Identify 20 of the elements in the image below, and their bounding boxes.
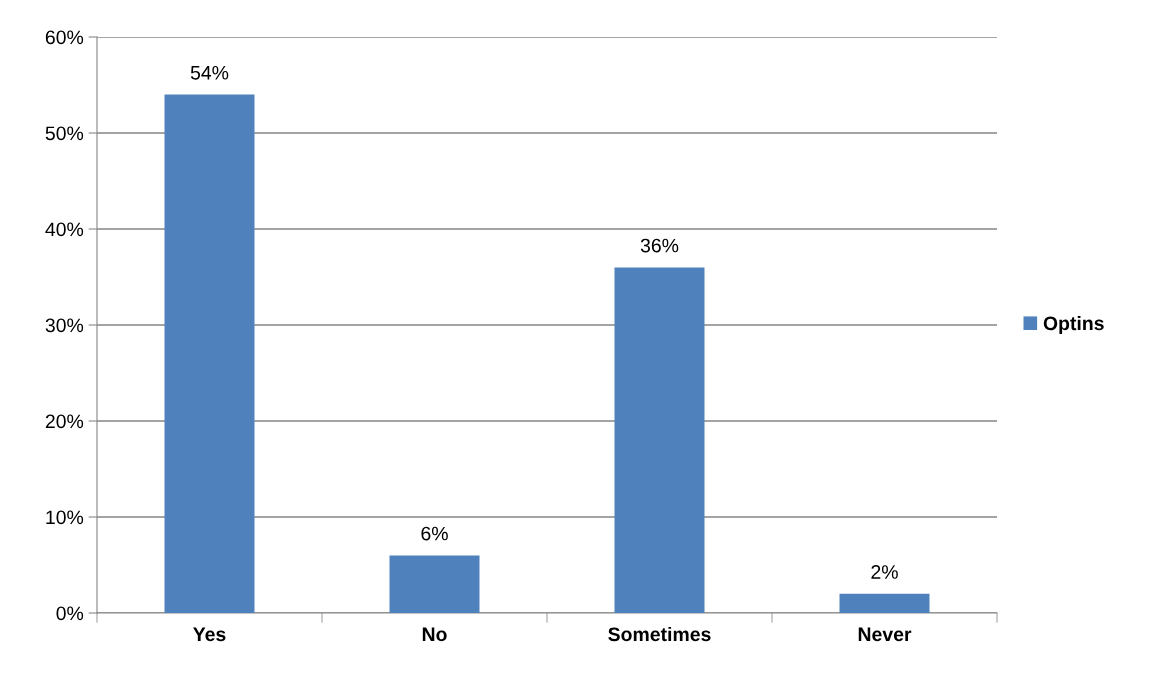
x-tick-label: No	[422, 627, 447, 642]
y-tick-label: 30%	[45, 318, 84, 333]
legend-label: Optins	[1043, 315, 1104, 335]
y-tick-label: 20%	[45, 414, 84, 429]
data-label: 6%	[421, 526, 448, 541]
data-label: 36%	[640, 238, 679, 253]
x-tick-label: Yes	[193, 627, 226, 642]
y-tick-label: 50%	[45, 126, 84, 141]
y-tick-label: 10%	[46, 510, 84, 525]
bar	[839, 593, 930, 613]
x-tick-label: Sometimes	[608, 626, 711, 642]
x-tick-label: Never	[858, 627, 912, 642]
bar	[164, 94, 255, 613]
y-tick-label: 40%	[45, 222, 84, 237]
y-tick-label: 0%	[56, 606, 84, 621]
bar	[389, 555, 480, 613]
bar	[614, 267, 705, 613]
data-label: 54%	[190, 65, 229, 80]
data-label: 2%	[871, 565, 898, 579]
y-tick-label: 60%	[45, 30, 84, 45]
